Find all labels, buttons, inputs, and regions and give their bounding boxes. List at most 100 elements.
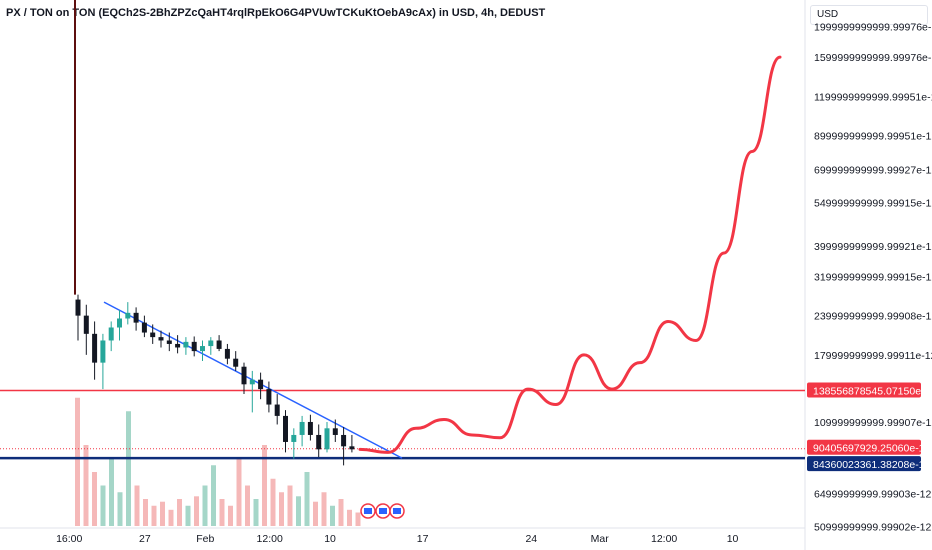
volume-bar xyxy=(296,496,301,526)
volume-bar xyxy=(347,509,352,526)
candle-body xyxy=(283,415,288,442)
volume-bar xyxy=(355,512,361,526)
y-tick-label: 179999999999.99911e-12 xyxy=(814,350,932,362)
chart-title: PX / TON on TON (EQCh2S-2BhZPZcQaHT4rqlR… xyxy=(6,7,546,19)
volume-bar xyxy=(126,411,131,526)
candle-body xyxy=(266,389,272,405)
x-tick-label: 12:00 xyxy=(651,533,677,545)
candle-body xyxy=(175,343,181,348)
candle-body xyxy=(208,340,214,347)
volume-bar xyxy=(262,445,267,526)
volume-bar xyxy=(330,505,335,526)
y-tick-label: 699999999999.99927e-12 xyxy=(814,165,932,177)
price-badge xyxy=(807,439,921,455)
candle-body xyxy=(141,322,147,333)
volume-bar xyxy=(151,505,157,526)
candle-body xyxy=(224,348,230,359)
volume-bar xyxy=(143,499,148,526)
candle-body xyxy=(183,341,189,348)
candle-body xyxy=(125,312,131,319)
candle-body xyxy=(150,332,156,338)
currency-selector[interactable]: USD xyxy=(810,5,928,25)
volume-bar xyxy=(168,509,174,526)
x-tick-label: 27 xyxy=(139,533,151,545)
candle-body xyxy=(75,299,81,316)
volume-bar xyxy=(236,458,242,526)
volume-bar xyxy=(194,496,199,526)
event-flag-icon-inner xyxy=(393,508,401,514)
y-tick-label: 109999999999.99907e-12 xyxy=(814,417,932,429)
event-flag-icon-inner xyxy=(364,508,372,514)
candle-body xyxy=(108,327,114,341)
candle-body xyxy=(233,358,239,367)
price-badge xyxy=(807,456,921,472)
y-tick-label: 1599999999999.99976e-12 xyxy=(814,52,932,64)
volume-bar xyxy=(287,485,293,526)
y-tick-label: 319999999999.99915e-12 xyxy=(814,271,932,283)
candle-body xyxy=(332,428,338,435)
price-badge-label: 138556878545.07150e-12 xyxy=(813,386,932,398)
candle-body xyxy=(307,421,313,435)
y-tick-label: 899999999999.99951e-12 xyxy=(814,130,932,142)
x-tick-label: 17 xyxy=(417,533,429,545)
volume-bar xyxy=(338,499,344,526)
volume-bar xyxy=(228,505,233,526)
price-badge-label: 84360023361.38208e-12 xyxy=(813,459,931,471)
candle-body xyxy=(191,341,197,352)
candle-body xyxy=(324,428,330,450)
y-tick-label: 50999999999.99902e-12 xyxy=(814,522,932,534)
volume-bar xyxy=(202,485,208,526)
x-tick-label: 10 xyxy=(324,533,336,545)
volume-bar xyxy=(134,485,140,526)
candle-body xyxy=(133,312,139,323)
candle-body xyxy=(249,379,255,385)
event-flag-icon-inner xyxy=(379,508,387,514)
x-tick-label: 24 xyxy=(525,533,537,545)
candle-body xyxy=(216,340,222,349)
price-badge xyxy=(807,382,921,398)
candle-body xyxy=(92,333,98,363)
candle-body xyxy=(166,340,172,344)
candle-body xyxy=(291,434,297,442)
volume-bar xyxy=(92,472,97,526)
volume-bar xyxy=(117,492,123,526)
candle-body xyxy=(274,404,280,416)
volume-bar xyxy=(160,501,165,526)
price-badge-label: 90405697929.25060e-12 xyxy=(813,443,931,455)
volume-bar xyxy=(185,505,191,526)
candle-body xyxy=(258,379,264,390)
candle-body xyxy=(316,434,322,450)
x-tick-label: 16:00 xyxy=(56,533,82,545)
volume-bar xyxy=(279,492,284,526)
volume-bar xyxy=(75,397,80,526)
volume-bar xyxy=(304,472,310,526)
x-tick-label: Mar xyxy=(591,533,610,545)
candle-body xyxy=(299,421,305,435)
x-tick-label: 12:00 xyxy=(257,533,283,545)
y-tick-label: 239999999999.99908e-12 xyxy=(814,311,932,323)
projection-curve xyxy=(358,55,782,454)
candle-body xyxy=(241,366,247,385)
volume-bar xyxy=(313,501,318,526)
volume-bar xyxy=(321,492,327,526)
y-tick-label: 399999999999.99921e-12 xyxy=(814,241,932,253)
volume-bar xyxy=(270,478,276,526)
candle-body xyxy=(117,318,122,328)
y-tick-label: 1999999999999.99976e-12 xyxy=(814,22,932,34)
volume-bar xyxy=(245,485,250,526)
x-tick-label: Feb xyxy=(196,533,214,545)
x-tick-label: 10 xyxy=(727,533,739,545)
candle-body xyxy=(349,446,355,450)
y-tick-label: 1199999999999.99951e-12 xyxy=(814,91,932,103)
candle-body xyxy=(100,340,106,363)
volume-bar xyxy=(100,485,106,526)
volume-bar xyxy=(177,499,182,526)
volume-bar xyxy=(253,499,259,526)
candle-body xyxy=(158,337,164,341)
volume-bar xyxy=(219,499,225,526)
candle-body xyxy=(200,346,205,352)
y-tick-label: 64999999999.99903e-12 xyxy=(814,489,932,501)
y-tick-label: 549999999999.99915e-12 xyxy=(814,198,932,210)
candle-body xyxy=(341,434,347,447)
